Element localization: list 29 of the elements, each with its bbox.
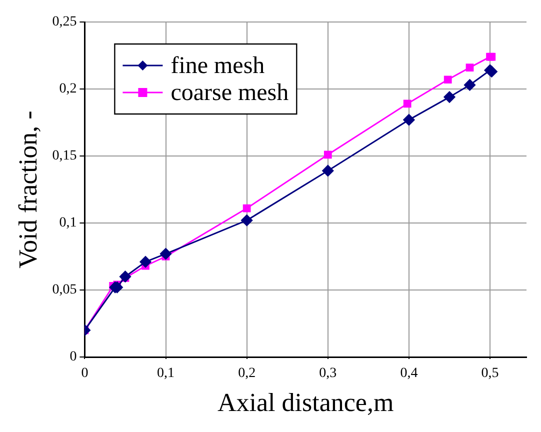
- point: [119, 270, 131, 282]
- legend-label: coarse mesh: [170, 80, 289, 106]
- y-tick-label: 0,25: [52, 14, 77, 30]
- y-axis-title: Void fraction, -: [13, 110, 42, 268]
- x-tick-label: 0: [81, 366, 88, 382]
- x-tick-label: 0,2: [238, 366, 256, 382]
- point: [466, 64, 474, 72]
- point: [444, 91, 456, 103]
- point: [444, 76, 452, 84]
- x-tick-label: 0,5: [481, 366, 499, 382]
- point: [324, 150, 332, 159]
- y-tick-label: 0,15: [52, 148, 77, 164]
- x-axis-title: Axial distance,m: [218, 388, 394, 418]
- point: [403, 100, 412, 108]
- point: [464, 79, 476, 91]
- point: [241, 214, 253, 226]
- y-tick-label: 0,05: [52, 282, 77, 298]
- point: [160, 248, 172, 260]
- point: [322, 164, 334, 176]
- point: [403, 114, 415, 126]
- y-tick-label: 0,2: [59, 82, 77, 97]
- x-tick-label: 0,4: [400, 366, 418, 382]
- x-tick-label: 0,3: [319, 366, 337, 382]
- legend-label: fine mesh: [170, 52, 265, 79]
- y-tick-label: 0,1: [59, 216, 77, 231]
- point: [242, 204, 251, 212]
- x-tick-label: 0,1: [157, 366, 175, 382]
- point: [140, 256, 152, 268]
- y-tick-label: 0: [70, 350, 77, 365]
